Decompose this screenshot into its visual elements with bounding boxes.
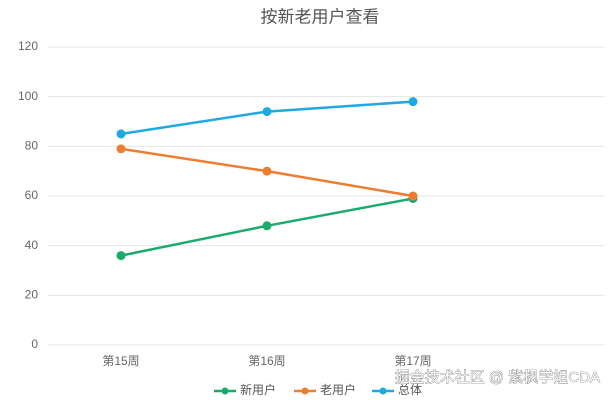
chart-title: 按新老用户查看 (261, 7, 380, 26)
y-tick-label: 100 (18, 89, 38, 103)
point (262, 221, 272, 231)
x-tick-label: 第16周 (248, 354, 285, 368)
legend-marker (379, 387, 387, 395)
legend-label: 新用户 (240, 382, 276, 397)
y-tick-label: 20 (25, 288, 39, 302)
legend-label: 总体 (398, 383, 422, 397)
legend-marker (301, 387, 309, 395)
watermark: 掘金技术社区 @ 紫枫学姐CDA (395, 369, 600, 386)
y-tick-label: 0 (31, 337, 38, 351)
point (116, 251, 126, 261)
legend-label: 老用户 (320, 382, 356, 397)
point (408, 97, 418, 107)
x-tick-label: 第17周 (394, 354, 431, 368)
point (262, 166, 272, 176)
y-tick-label: 40 (25, 238, 39, 252)
point (408, 191, 418, 201)
y-tick-label: 80 (25, 139, 39, 153)
legend-marker (221, 387, 229, 395)
point (262, 107, 272, 117)
point (116, 129, 126, 139)
series-line (120, 100, 414, 136)
y-tick-label: 120 (18, 39, 38, 53)
y-tick-label: 60 (25, 188, 39, 202)
point (116, 144, 126, 154)
x-tick-label: 第15周 (102, 354, 139, 368)
